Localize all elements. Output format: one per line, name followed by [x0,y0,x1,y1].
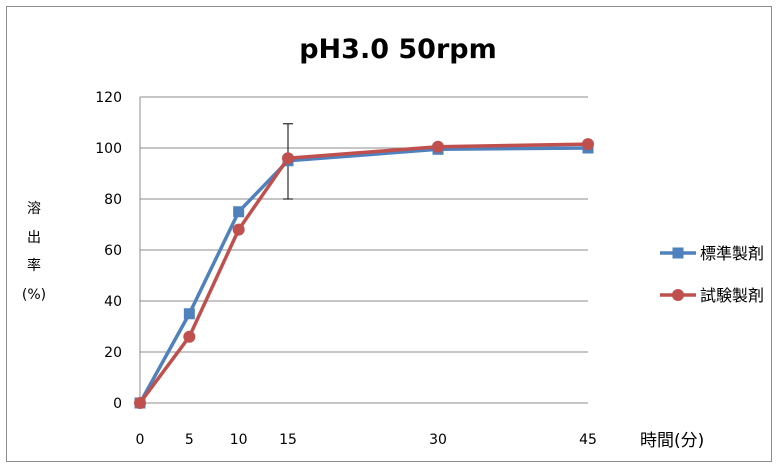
data-point [232,223,245,236]
y-tick-label: 0 [113,396,122,412]
series-line [138,142,589,405]
x-tick-label: 30 [429,432,447,448]
y-axis-label-line: 溶 [27,201,41,217]
legend-marker [672,289,684,301]
legend-item: 標準製剤 [660,244,764,263]
y-axis-label: 溶出率 (%) [22,201,46,303]
data-point [282,152,294,165]
data-point [134,397,146,409]
x-tick-label: 0 [136,432,145,448]
y-tick-label: 80 [104,192,122,208]
series-2 [134,138,594,409]
y-axis-label-line: 率 [27,257,41,274]
y-axis-label-line: 出 [27,230,41,246]
x-axis-ticks: 0 5 10 15 30 45 [136,432,597,448]
series-lines [134,138,594,409]
x-tick-label: 10 [230,432,248,448]
x-tick-label: 5 [185,432,194,448]
x-tick-label: 15 [279,432,297,448]
y-tick-label: 100 [95,141,122,157]
y-tick-label: 20 [104,345,122,361]
legend-item: 試験製剤 [660,286,764,305]
grid-lines [139,96,588,404]
y-tick-label: 120 [95,90,122,106]
series-1 [134,142,594,409]
legend-label: 標準製剤 [700,244,764,263]
series-line [138,146,589,404]
data-point [233,206,245,218]
y-axis-ticks: 0 20 40 60 80 100 120 [95,90,122,412]
data-point [582,138,594,151]
legend-label: 試験製剤 [700,286,764,305]
data-point [183,308,195,320]
x-tick-label: 45 [579,432,597,448]
y-tick-label: 60 [104,243,122,259]
data-point [183,330,196,343]
chart-frame [6,6,772,462]
legend-marker [672,247,684,259]
y-axis-label-line: (%) [22,287,46,303]
x-axis-label: 時間(分) [640,431,704,451]
chart-title: pH3.0 50rpm [299,34,497,65]
y-tick-label: 40 [104,294,122,310]
data-point [432,140,444,153]
